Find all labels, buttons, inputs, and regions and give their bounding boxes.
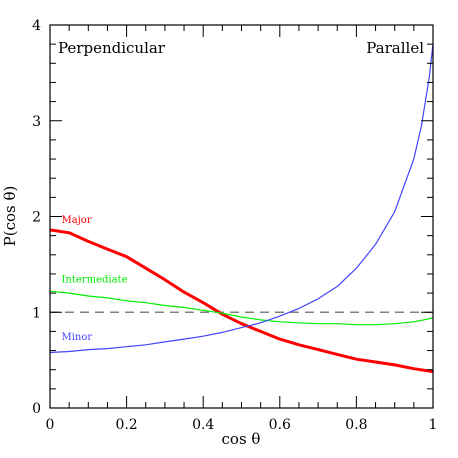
x-tick-label: 0.2 bbox=[115, 417, 137, 433]
parallel-annotation: Parallel bbox=[366, 39, 424, 57]
series-label-intermediate: Intermediate bbox=[61, 275, 127, 286]
labels: Perpendicular Parallel cos θ P(cos θ) bbox=[1, 39, 424, 448]
x-tick-label: 1 bbox=[429, 417, 438, 433]
plot-frame bbox=[49, 24, 434, 409]
x-tick-label: 0.8 bbox=[345, 417, 367, 433]
y-tick-label: 0 bbox=[32, 401, 41, 417]
x-axis-label: cos θ bbox=[222, 430, 261, 448]
x-tick-label: 0.6 bbox=[269, 417, 291, 433]
x-tick-label: 0 bbox=[46, 417, 55, 433]
series-line-intermediate bbox=[49, 290, 434, 326]
plot-area: Major Intermediate Minor bbox=[49, 44, 434, 374]
series-line-major bbox=[49, 228, 434, 374]
series-label-minor: Minor bbox=[61, 332, 92, 343]
perpendicular-annotation: Perpendicular bbox=[58, 39, 166, 57]
y-tick-label: 1 bbox=[32, 305, 41, 321]
series-line-minor bbox=[49, 44, 434, 354]
y-tick-label: 3 bbox=[32, 114, 41, 130]
x-tick-label: 0.4 bbox=[192, 417, 214, 433]
series-label-major: Major bbox=[61, 215, 91, 226]
y-tick-label: 4 bbox=[32, 18, 41, 34]
axes: 0 0.2 0.4 0.6 0.8 1 0 1 2 3 4 bbox=[32, 18, 437, 433]
y-tick-label: 2 bbox=[32, 210, 41, 226]
y-axis-label: P(cos θ) bbox=[1, 186, 19, 247]
